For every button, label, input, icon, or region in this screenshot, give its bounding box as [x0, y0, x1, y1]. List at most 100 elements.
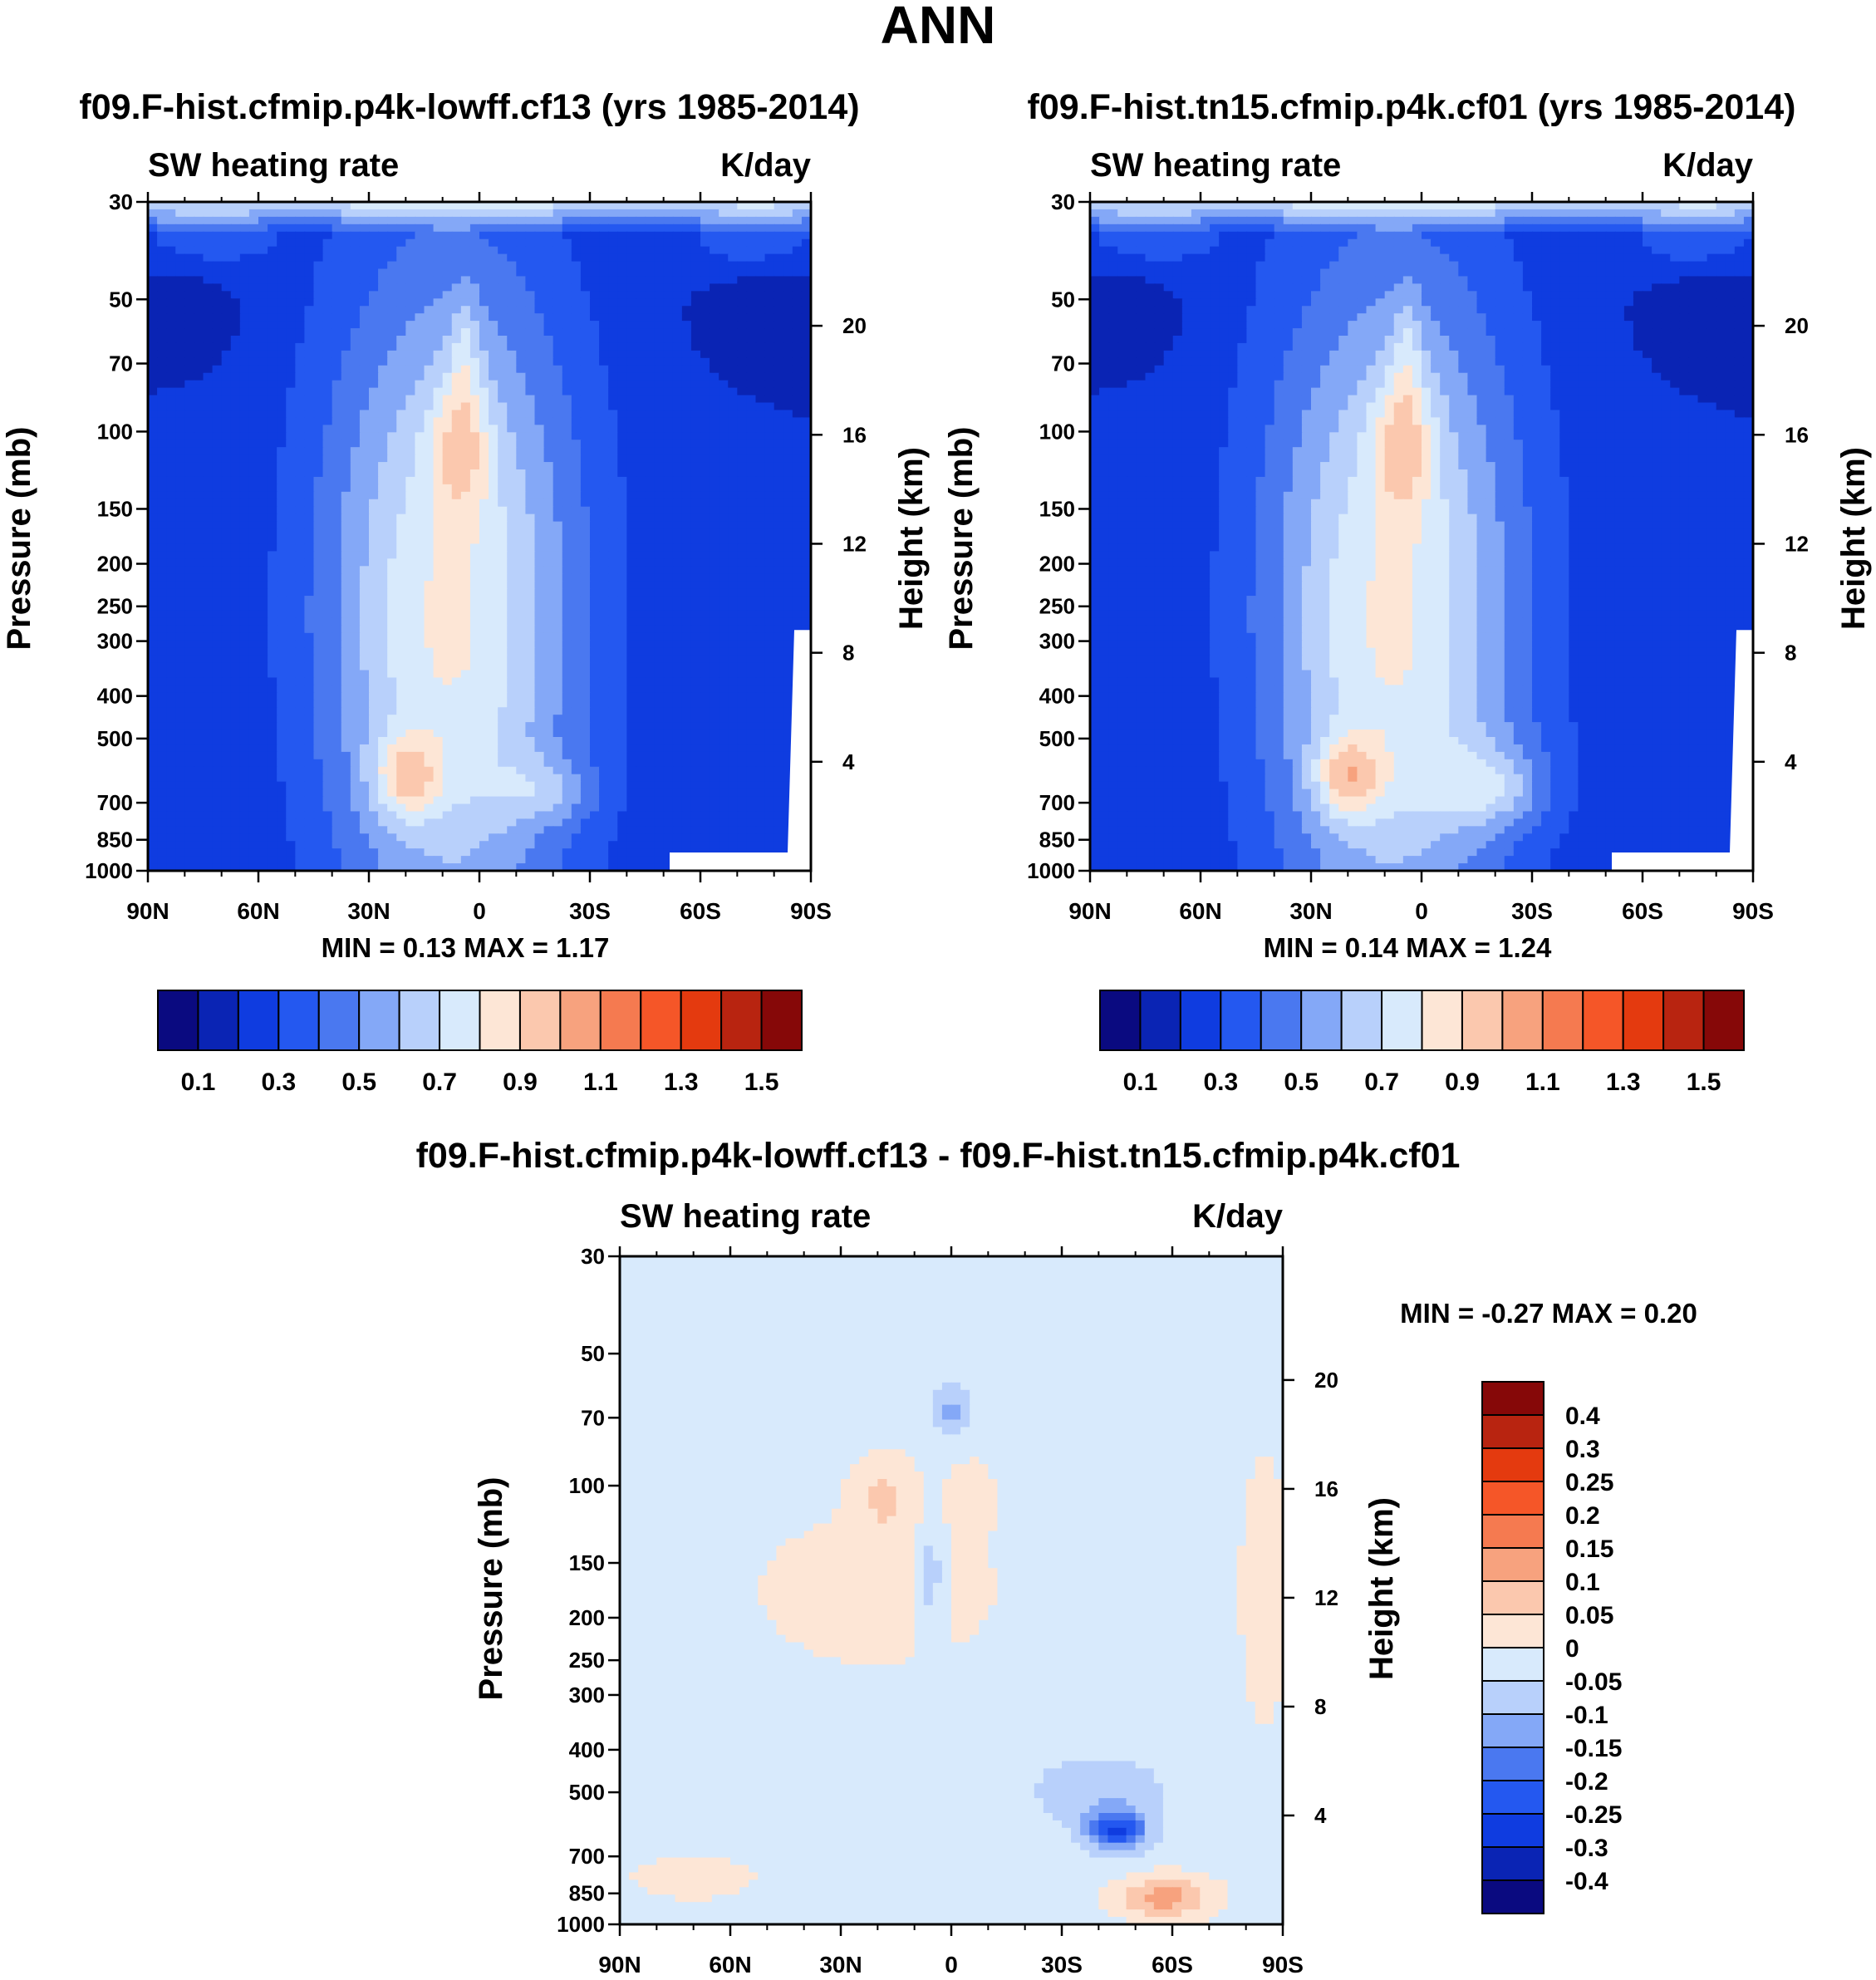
- panel3-ytick-label: 200: [569, 1605, 605, 1630]
- panel2-y2tick-label: 4: [1785, 749, 1797, 774]
- panel3-xtick-label: 60N: [709, 1952, 751, 1978]
- panel2-variable: SW heating rate: [1090, 147, 1341, 184]
- colorbar-panel2-label: 1.5: [1687, 1069, 1721, 1096]
- colorbar-panel2-label: 1.3: [1606, 1069, 1641, 1096]
- panel2-ytick-label: 70: [1051, 351, 1075, 376]
- colorbar-panel3-label: -0.3: [1565, 1835, 1608, 1862]
- panel2-title: f09.F-hist.tn15.cfmip.p4k.cf01 (yrs 1985…: [1028, 87, 1796, 127]
- colorbar-panel2-box: [1300, 990, 1343, 1051]
- panel3-ytick-label: 850: [569, 1881, 605, 1906]
- main-title: ANN: [881, 0, 996, 55]
- colorbar-panel2-box: [1541, 990, 1584, 1051]
- panel3-ytick-label: 1000: [557, 1912, 605, 1937]
- colorbar-panel1-label: 0.3: [261, 1069, 296, 1096]
- colorbar-panel1-label: 0.1: [181, 1069, 216, 1096]
- colorbar-panel3-box: [1481, 1747, 1545, 1781]
- colorbar-panel3-label: 0.3: [1565, 1436, 1600, 1463]
- panel1-ytick-label: 400: [97, 684, 133, 709]
- colorbar-panel2-box: [1260, 990, 1303, 1051]
- colorbar-panel3-label: -0.05: [1565, 1668, 1622, 1696]
- panel2-xtick-label: 60S: [1622, 898, 1663, 924]
- panel2-ytick-label: 100: [1039, 419, 1075, 444]
- panel1-y2tick-label: 4: [842, 749, 855, 774]
- panel2-ytick-label: 30: [1051, 189, 1075, 214]
- colorbar-panel1-label: 1.5: [744, 1069, 779, 1096]
- panel1-y2tick-label: 8: [842, 641, 854, 666]
- panel2-xtick-label: 60N: [1179, 898, 1221, 924]
- panel1-plot: 305070100150200250300400500700850100090N…: [85, 189, 867, 924]
- colorbar-panel1: 0.1 0.3 0.5 0.7 0.9 1.1 1.3 1.5: [157, 990, 803, 1096]
- panel3-xtick-label: 60S: [1152, 1952, 1193, 1978]
- panel3-stats: MIN = -0.27 MAX = 0.20: [1400, 1298, 1697, 1329]
- colorbar-panel2-label: 0.5: [1284, 1069, 1319, 1096]
- panel1-variable: SW heating rate: [148, 147, 399, 184]
- colorbar-panel1-box: [197, 990, 239, 1051]
- panel3-ytick-label: 500: [569, 1780, 605, 1805]
- colorbar-panel2: 0.1 0.3 0.5 0.7 0.9 1.1 1.3 1.5: [1099, 990, 1745, 1096]
- colorbar-panel3-box: [1481, 1580, 1545, 1615]
- colorbar-panel1-box: [277, 990, 320, 1051]
- panel3-ytick-label: 300: [569, 1683, 605, 1707]
- colorbar-panel1-box: [599, 990, 642, 1051]
- colorbar-panel2-box: [1381, 990, 1423, 1051]
- panel2-ytick-label: 850: [1039, 828, 1075, 852]
- panel1-topography-mask: [670, 630, 811, 871]
- colorbar-panel2-label: 0.7: [1364, 1069, 1399, 1096]
- panel1-xtick-label: 30S: [569, 898, 611, 924]
- panel1-xtick-label: 60S: [680, 898, 721, 924]
- colorbar-panel3-label: 0: [1565, 1635, 1579, 1663]
- panel2-ytick-label: 500: [1039, 726, 1075, 751]
- colorbar-panel1-box: [398, 990, 441, 1051]
- panel3-units: K/day: [1192, 1198, 1284, 1235]
- colorbar-panel3-box: [1481, 1381, 1545, 1416]
- colorbar-panel1-label: 0.9: [503, 1069, 538, 1096]
- colorbar-panel3-label: -0.2: [1565, 1768, 1608, 1796]
- panel3-ytick-label: 50: [581, 1341, 605, 1366]
- panel1-ytick-label: 500: [97, 726, 133, 751]
- colorbar-panel2-box: [1139, 990, 1181, 1051]
- colorbar-panel3-label: -0.15: [1565, 1735, 1622, 1762]
- panel3-xtick-label: 0: [945, 1952, 958, 1978]
- colorbar-panel3-box: [1481, 1846, 1545, 1881]
- panel2-xtick-label: 90S: [1732, 898, 1774, 924]
- panel3-ylabel: Pressure (mb): [473, 1477, 509, 1701]
- panel2-plot: 305070100150200250300400500700850100090N…: [1027, 189, 1809, 924]
- panel2-ytick-label: 400: [1039, 684, 1075, 709]
- panel1-y2label: Height (km): [893, 447, 930, 630]
- panel1-y2tick-label: 16: [842, 422, 867, 447]
- colorbar-panel3-box: [1481, 1614, 1545, 1648]
- panel2-ytick-label: 700: [1039, 790, 1075, 815]
- colorbar-panel2-label: 0.1: [1123, 1069, 1158, 1096]
- colorbar-panel3-box: [1481, 1680, 1545, 1715]
- colorbar-panel3-label: -0.25: [1565, 1801, 1622, 1829]
- panel2-ytick-label: 250: [1039, 594, 1075, 619]
- panel3-y2tick-label: 20: [1314, 1368, 1338, 1393]
- panel3-y2tick-label: 12: [1314, 1585, 1338, 1610]
- colorbar-panel1-label: 0.7: [422, 1069, 457, 1096]
- panel3-ytick-label: 250: [569, 1648, 605, 1673]
- colorbar-panel3-label: 0.1: [1565, 1569, 1600, 1596]
- panel1-ytick-label: 30: [109, 189, 133, 214]
- panel2-xtick-label: 30N: [1289, 898, 1332, 924]
- panel2-ytick-label: 300: [1039, 629, 1075, 654]
- colorbar-panel2-box: [1702, 990, 1745, 1051]
- panel3-ytick-label: 30: [581, 1244, 605, 1269]
- colorbar-panel2-box: [1220, 990, 1262, 1051]
- panel3-ytick-label: 150: [569, 1550, 605, 1575]
- colorbar-panel1-box: [479, 990, 521, 1051]
- panel1-xtick-label: 0: [473, 898, 486, 924]
- panel2-y2label: Height (km): [1835, 447, 1872, 630]
- panel2-ytick-label: 150: [1039, 496, 1075, 521]
- panel3-ytick-label: 100: [569, 1473, 605, 1498]
- colorbar-panel3-label: 0.25: [1565, 1469, 1613, 1496]
- colorbar-panel3-label: 0.05: [1565, 1602, 1613, 1629]
- panel1-y2tick-label: 12: [842, 531, 867, 556]
- colorbar-panel3-label: -0.4: [1565, 1868, 1608, 1895]
- panel3-xtick-label: 90N: [598, 1952, 641, 1978]
- panel3-xtick-label: 30S: [1041, 1952, 1083, 1978]
- panel2-y2tick-label: 12: [1785, 531, 1809, 556]
- colorbar-panel3-box: [1481, 1780, 1545, 1815]
- colorbar-panel2-box: [1461, 990, 1504, 1051]
- panel3-y2label: Height (km): [1363, 1497, 1400, 1680]
- panel2-stats: MIN = 0.14 MAX = 1.24: [1264, 932, 1552, 963]
